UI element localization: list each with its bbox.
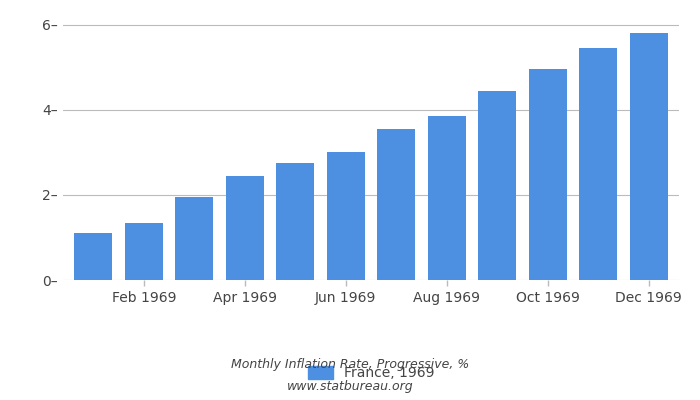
Bar [226, 176, 264, 280]
Bar [74, 233, 112, 280]
Bar [478, 91, 516, 280]
Text: Monthly Inflation Rate, Progressive, %: Monthly Inflation Rate, Progressive, % [231, 358, 469, 371]
Bar [276, 163, 314, 280]
Bar [528, 70, 567, 280]
Text: www.statbureau.org: www.statbureau.org [287, 380, 413, 393]
Legend: France, 1969: France, 1969 [302, 360, 440, 386]
Bar [377, 129, 415, 280]
Bar [580, 48, 617, 280]
Bar [428, 116, 466, 280]
Bar [125, 222, 162, 280]
Bar [175, 197, 214, 280]
Bar [327, 152, 365, 280]
Bar [630, 33, 668, 280]
